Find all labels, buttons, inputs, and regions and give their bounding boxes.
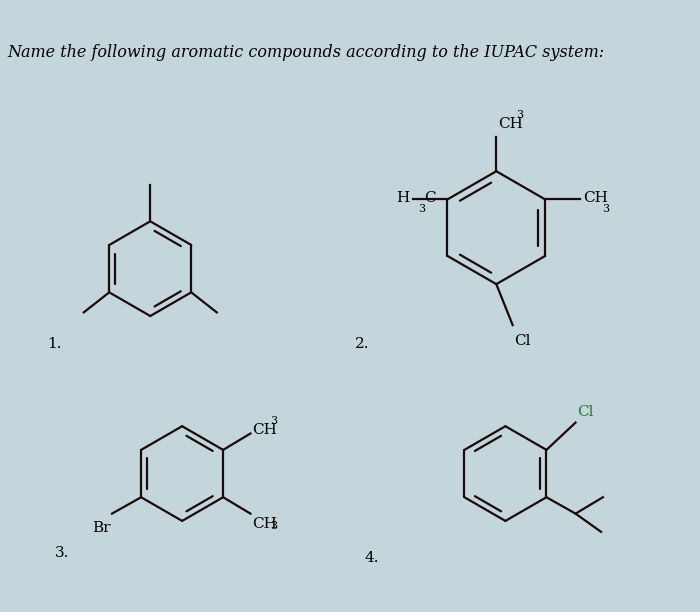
Text: Name the following aromatic compounds according to the IUPAC system:: Name the following aromatic compounds ac… xyxy=(7,43,604,61)
Text: 1.: 1. xyxy=(48,337,62,351)
Text: CH: CH xyxy=(252,517,277,531)
Text: 3: 3 xyxy=(602,204,609,214)
Text: Cl: Cl xyxy=(578,405,594,419)
Text: H: H xyxy=(396,190,410,204)
Text: 3: 3 xyxy=(270,416,278,426)
Text: CH: CH xyxy=(498,117,523,131)
Text: C: C xyxy=(424,190,435,204)
Text: CH: CH xyxy=(584,190,608,204)
Text: 3: 3 xyxy=(517,110,524,120)
Text: 2.: 2. xyxy=(355,337,370,351)
Text: 3: 3 xyxy=(419,204,426,214)
Text: CH: CH xyxy=(252,423,277,437)
Text: 3: 3 xyxy=(270,521,278,531)
Text: 4.: 4. xyxy=(364,551,379,565)
Text: Br: Br xyxy=(92,521,110,535)
Text: 3.: 3. xyxy=(55,547,69,561)
Text: Cl: Cl xyxy=(514,334,531,348)
